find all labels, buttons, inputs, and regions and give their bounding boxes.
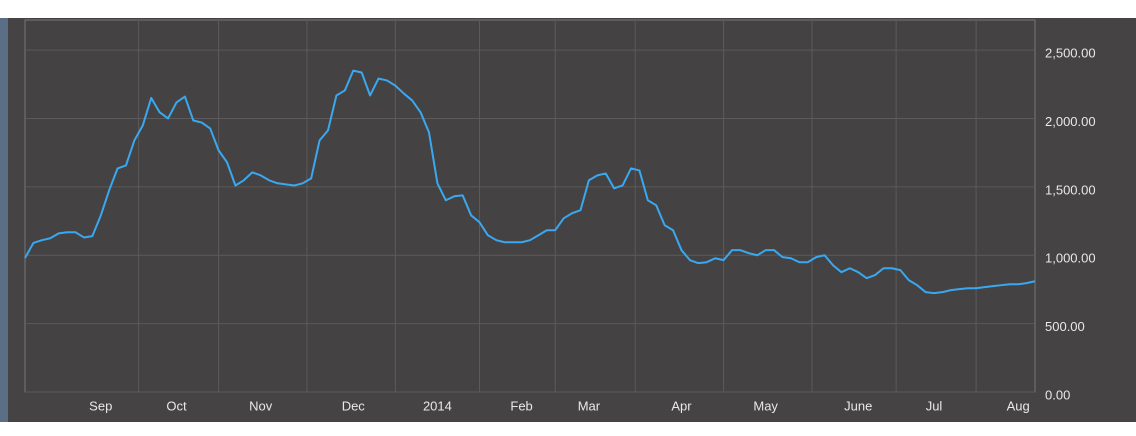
plot-area [24,19,1036,393]
x-tick-label: 2014 [423,398,452,413]
x-tick-label: Aug [1007,398,1030,413]
grid [25,20,1035,393]
line [24,69,1036,295]
y-tick-label: 2,500.00 [1045,46,1096,61]
x-tick-label: Nov [249,398,273,413]
y-tick-label: 1,500.00 [1045,182,1096,197]
labels: 0.00 500.00 1,000.00 1,500.00 2,000.00 2,500.… [89,46,1095,414]
x-tick-label: Jul [926,398,943,413]
x-tick-label: May [753,398,778,413]
y-tick-label: 500.00 [1045,319,1085,334]
y-tick-label: 0.00 [1045,387,1070,402]
x-tick-label: Apr [671,398,692,413]
x-tick-label: Feb [510,398,532,413]
y-tick-label: 1,000.00 [1045,251,1096,266]
x-tick-label: Dec [342,398,366,413]
x-tick-label: Oct [166,398,187,413]
x-tick-label: Sep [89,398,112,413]
x-tick-label: June [844,398,872,413]
y-tick-label: 2,000.00 [1045,114,1096,129]
x-tick-label: Mar [578,398,601,413]
marks [24,69,1036,295]
panel-edge [0,18,8,422]
